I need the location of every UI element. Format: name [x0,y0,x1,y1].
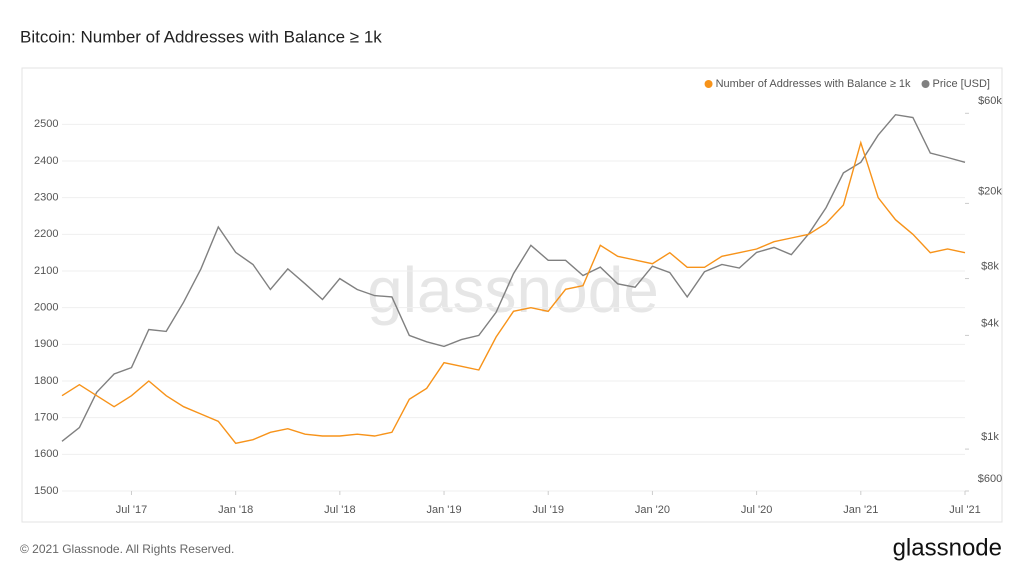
y-tick-label: 2400 [34,155,58,167]
legend-swatch [921,80,930,88]
y-tick-label: 2500 [34,118,58,130]
y2-tick-label: $8k [981,260,999,272]
y-tick-label: 1500 [34,485,58,497]
x-tick-label: Jul '17 [116,504,147,516]
x-tick-label: Jul '21 [949,504,980,516]
legend-label: Number of Addresses with Balance ≥ 1k [716,78,911,90]
legend-swatch [704,80,713,88]
footer: © 2021 Glassnode. All Rights Reserved. [20,542,234,556]
legend-label: Price [USD] [933,78,990,90]
chart-frame [21,67,1003,523]
y2-tick-label: $600 [978,473,1002,485]
y-tick-label: 2100 [34,265,58,277]
y-tick-label: 1700 [34,412,58,424]
y-tick-label: 1800 [34,375,58,387]
series-line [61,140,966,445]
logo: glassnode [893,534,1002,561]
watermark: glassnode [367,254,659,326]
x-tick-label: Jan '20 [635,504,670,516]
y2-tick-label: $4k [981,317,999,329]
series-line [61,113,966,442]
x-tick-label: Jul '20 [741,504,772,516]
y-tick-label: 1600 [34,448,58,460]
y-tick-label: 2000 [34,302,58,314]
y2-tick-label: $60k [978,95,1002,107]
x-tick-label: Jan '19 [426,504,461,516]
y-tick-label: 1900 [34,338,58,350]
x-tick-label: Jul '19 [533,504,564,516]
chart-title: Bitcoin: Number of Addresses with Balanc… [20,27,382,46]
x-tick-label: Jan '21 [843,504,878,516]
y-tick-label: 2300 [34,192,58,204]
y-tick-label: 2200 [34,228,58,240]
y2-tick-label: $20k [978,185,1002,197]
y2-tick-label: $1k [981,431,999,443]
x-tick-label: Jan '18 [218,504,253,516]
x-tick-label: Jul '18 [324,504,355,516]
